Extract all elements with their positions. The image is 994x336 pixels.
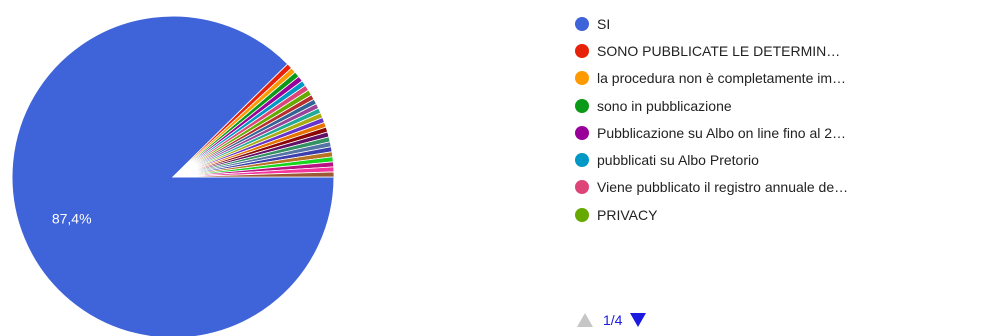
- legend-label: Viene pubblicato il registro annuale de…: [597, 179, 849, 196]
- legend-swatch-icon: [575, 180, 589, 195]
- page-indicator: 1/4: [603, 312, 623, 328]
- slice-percent-label: 87,4%: [52, 211, 92, 227]
- legend-swatch-icon: [575, 71, 589, 86]
- legend: SI SONO PUBBLICATE LE DETERMIN… la proce…: [575, 10, 985, 228]
- legend-swatch-icon: [575, 125, 589, 140]
- legend-swatch-icon: [575, 207, 589, 222]
- legend-label: SI: [597, 15, 611, 32]
- legend-label: pubblicati su Albo Pretorio: [597, 152, 759, 169]
- pie-slice[interactable]: [172, 171, 335, 178]
- legend-swatch-icon: [575, 43, 589, 58]
- page-down-icon[interactable]: [630, 313, 647, 327]
- legend-label: Pubblicazione su Albo on line fino al 2…: [597, 124, 847, 141]
- legend-item-privacy[interactable]: PRIVACY: [575, 201, 985, 228]
- pie-slices: [11, 15, 335, 336]
- legend-item-albo-online[interactable]: Pubblicazione su Albo on line fino al 2…: [575, 119, 985, 146]
- legend-swatch-icon: [575, 153, 589, 168]
- legend-item-procedura[interactable]: la procedura non è completamente im…: [575, 65, 985, 92]
- legend-label: la procedura non è completamente im…: [597, 70, 847, 87]
- page-up-icon[interactable]: [577, 313, 593, 327]
- legend-item-albo-pretorio[interactable]: pubblicati su Albo Pretorio: [575, 146, 985, 173]
- legend-label: PRIVACY: [597, 206, 658, 223]
- legend-label: SONO PUBBLICATE LE DETERMIN…: [597, 42, 841, 59]
- legend-swatch-icon: [575, 98, 589, 113]
- legend-label: sono in pubblicazione: [597, 97, 732, 114]
- legend-item-si[interactable]: SI: [575, 10, 985, 37]
- pie-slice-si[interactable]: [11, 15, 335, 336]
- legend-item-in-pubblicazione[interactable]: sono in pubblicazione: [575, 92, 985, 119]
- legend-item-registro[interactable]: Viene pubblicato il registro annuale de…: [575, 174, 985, 201]
- legend-item-determine[interactable]: SONO PUBBLICATE LE DETERMIN…: [575, 37, 985, 64]
- legend-swatch-icon: [575, 16, 589, 31]
- legend-pager: 1/4: [577, 312, 647, 328]
